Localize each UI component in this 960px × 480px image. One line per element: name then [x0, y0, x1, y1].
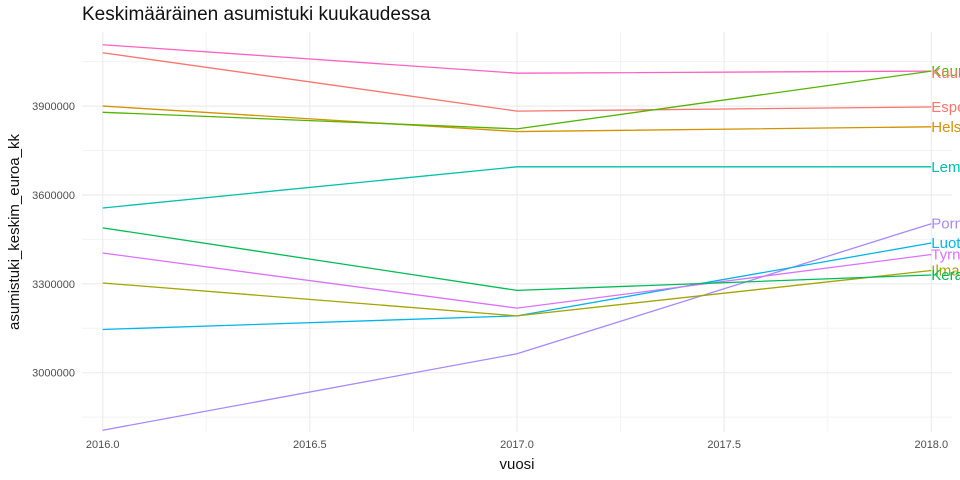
x-tick-label: 2016.0 [86, 439, 120, 451]
series-end-labels: KauniainenKuusamo Espoo Helsinki Lemland Por… [931, 63, 960, 284]
y-axis-title: asumistuki_keskim_euroa_kk [6, 134, 23, 330]
series-end-label: Ilmajoki [931, 263, 960, 280]
series-end-label: Lemland [931, 159, 960, 176]
y-tick-label: 3000000 [32, 368, 75, 380]
series-end-label: Pornainen [931, 216, 960, 233]
y-tick-label: 3300000 [32, 279, 75, 291]
y-tick-label: 3900000 [32, 101, 75, 113]
x-tick-label: 2017.0 [500, 439, 534, 451]
series-end-label: Tyrnävä [931, 247, 960, 264]
x-axis-title: vuosi [499, 456, 534, 473]
x-axis-tick-labels: 2016.0 2016.5 2017.0 2017.5 2018.0 [86, 439, 948, 451]
series-end-label: Luoto [931, 235, 960, 252]
series-line [102, 44, 932, 74]
series-end-label: Helsinki [931, 119, 960, 136]
x-tick-label: 2018.0 [914, 439, 948, 451]
series-line [102, 227, 932, 292]
series-end-label: Espoo [931, 99, 960, 116]
chart-title: Keskimääräinen asumistuki kuukaudessa [82, 4, 431, 25]
series-line [102, 52, 932, 112]
series-end-label: Kerava [931, 267, 960, 284]
x-tick-label: 2017.5 [707, 439, 741, 451]
series-lines [102, 44, 932, 431]
y-tick-label: 3600000 [32, 190, 75, 202]
series-line [102, 252, 932, 309]
major-gridlines [82, 32, 952, 432]
y-axis-tick-labels: 3000000 3300000 3600000 3900000 [32, 101, 75, 380]
series-line [102, 269, 932, 317]
series-line [102, 105, 932, 133]
series-end-label: Kauniainen [931, 63, 960, 80]
series-line [102, 166, 932, 209]
series-end-label: Kuusamo [931, 65, 960, 82]
x-tick-label: 2016.5 [293, 439, 327, 451]
series-line [102, 70, 932, 130]
